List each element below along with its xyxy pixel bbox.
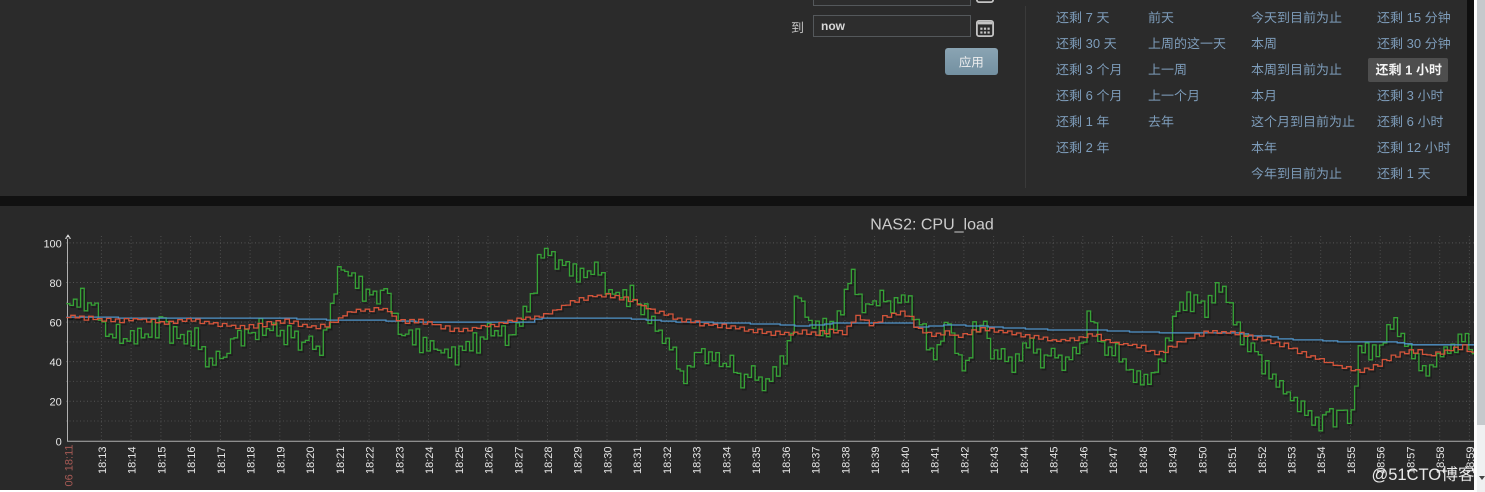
svg-text:@51CTO: @51CTO [1372, 466, 1442, 484]
svg-text:30: 30 [1407, 36, 1421, 51]
svg-text:18:18: 18:18 [246, 447, 258, 475]
svg-text:18:27: 18:27 [513, 447, 525, 475]
svg-text:18:49: 18:49 [1168, 447, 1180, 475]
svg-text:18:36: 18:36 [781, 447, 793, 475]
svg-text:2: 2 [1086, 140, 1093, 155]
svg-text:18:59: 18:59 [1465, 447, 1474, 475]
svg-text:18:24: 18:24 [424, 447, 436, 475]
svg-text:18:52: 18:52 [1257, 447, 1269, 475]
svg-text:18:16: 18:16 [186, 447, 198, 475]
svg-text:18:55: 18:55 [1346, 447, 1358, 475]
svg-text:18:43: 18:43 [989, 447, 1001, 475]
svg-text:18:44: 18:44 [1019, 447, 1031, 475]
svg-text:18:54: 18:54 [1316, 447, 1328, 475]
svg-text:18:42: 18:42 [959, 447, 971, 475]
svg-text:18:47: 18:47 [1108, 447, 1120, 475]
svg-text:18:31: 18:31 [632, 447, 644, 475]
svg-text:3: 3 [1407, 88, 1414, 103]
svg-text:1: 1 [1086, 114, 1093, 129]
svg-text:18:19: 18:19 [275, 447, 287, 475]
svg-text:6: 6 [1407, 114, 1414, 129]
svg-text:18:25: 18:25 [454, 447, 466, 475]
svg-text:18:41: 18:41 [930, 447, 942, 475]
svg-text:100: 100 [43, 238, 61, 250]
svg-text:80: 80 [50, 278, 62, 290]
svg-text:18:33: 18:33 [692, 447, 704, 475]
svg-text:18:45: 18:45 [1049, 447, 1061, 475]
svg-text:18:35: 18:35 [751, 447, 763, 475]
svg-text:1: 1 [1407, 166, 1414, 181]
svg-text:60: 60 [50, 318, 62, 330]
svg-text:20: 20 [50, 397, 62, 409]
svg-text:40: 40 [50, 357, 62, 369]
svg-text:18:21: 18:21 [335, 447, 347, 475]
svg-text:12: 12 [1407, 140, 1421, 155]
svg-text:18:17: 18:17 [216, 447, 228, 475]
svg-text:18:34: 18:34 [721, 447, 733, 475]
svg-text:7: 7 [1086, 10, 1093, 25]
svg-text:3: 3 [1086, 62, 1093, 77]
svg-text:18:39: 18:39 [870, 447, 882, 475]
svg-text:18:32: 18:32 [662, 447, 674, 475]
svg-text:18:37: 18:37 [811, 447, 823, 475]
svg-text:18:40: 18:40 [900, 447, 912, 475]
svg-text:18:22: 18:22 [365, 447, 377, 475]
svg-text:18:23: 18:23 [394, 447, 406, 475]
svg-text:18:51: 18:51 [1227, 447, 1239, 475]
svg-text:18:46: 18:46 [1078, 447, 1090, 475]
svg-text:0: 0 [56, 436, 62, 448]
svg-text:18:14: 18:14 [127, 447, 139, 475]
svg-text:6: 6 [1086, 88, 1093, 103]
svg-text:18:30: 18:30 [603, 447, 615, 475]
svg-text:18:38: 18:38 [840, 447, 852, 475]
svg-text:06 18:11: 06 18:11 [64, 445, 76, 487]
svg-text:18:56: 18:56 [1376, 447, 1388, 475]
svg-text:18:28: 18:28 [543, 447, 555, 475]
svg-text:1: 1 [1405, 62, 1412, 77]
svg-text:18:29: 18:29 [573, 447, 585, 475]
svg-text:15: 15 [1407, 10, 1421, 25]
svg-text:18:48: 18:48 [1138, 447, 1150, 475]
svg-text:18:50: 18:50 [1197, 447, 1209, 475]
svg-text:18:13: 18:13 [97, 447, 109, 475]
svg-text:30: 30 [1086, 36, 1100, 51]
svg-text:18:20: 18:20 [305, 447, 317, 475]
svg-text:18:57: 18:57 [1406, 447, 1418, 475]
svg-text:18:15: 18:15 [156, 447, 168, 475]
svg-text:NAS2: CPU_load: NAS2: CPU_load [870, 217, 994, 234]
svg-text:18:53: 18:53 [1287, 447, 1299, 475]
svg-text:18:26: 18:26 [484, 447, 496, 475]
